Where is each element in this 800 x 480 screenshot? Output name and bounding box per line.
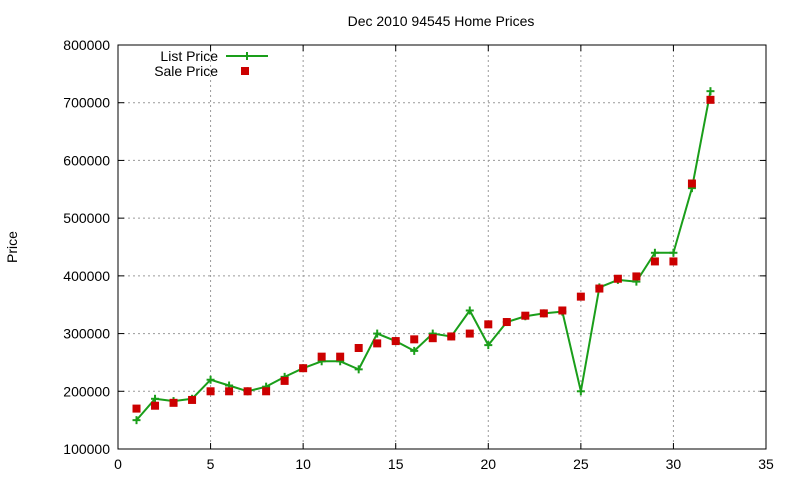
x-tick-label: 15 xyxy=(388,456,404,472)
y-tick-label: 200000 xyxy=(63,383,110,399)
sale-price-point xyxy=(243,387,252,396)
sale-price-point xyxy=(225,387,234,396)
sale-price-point xyxy=(188,395,197,404)
y-tick-label: 500000 xyxy=(63,210,110,226)
list-price-point xyxy=(650,248,659,257)
sale-price-point xyxy=(632,272,641,281)
sale-price-point xyxy=(354,344,363,352)
list-price-line xyxy=(135,90,712,421)
x-tick-label: 10 xyxy=(295,456,311,472)
list-price-point xyxy=(206,375,215,384)
sale-price-point xyxy=(558,306,567,315)
sale-price-point xyxy=(650,257,659,266)
y-tick-label: 800000 xyxy=(63,37,110,53)
y-tick-label: 300000 xyxy=(63,326,110,342)
grid xyxy=(118,45,766,449)
sale-price-point xyxy=(206,387,215,396)
sale-price-point xyxy=(539,309,548,318)
series xyxy=(132,87,715,425)
sale-price-point xyxy=(132,404,141,413)
x-tick-label: 5 xyxy=(207,456,215,472)
sale-price-point xyxy=(391,337,400,346)
sale-price-point xyxy=(373,339,382,348)
sale-price-point xyxy=(576,292,585,301)
sale-price-point xyxy=(613,274,622,283)
sale-price-point xyxy=(447,332,456,341)
list-price-point xyxy=(132,416,141,425)
list-price-point xyxy=(484,341,493,350)
legend-label-list-price: List Price xyxy=(160,48,218,64)
x-tick-label: 20 xyxy=(480,456,496,472)
y-tick-label: 700000 xyxy=(63,95,110,111)
x-tick-label: 0 xyxy=(114,456,122,472)
y-tick-label: 100000 xyxy=(63,441,110,457)
sale-price-point xyxy=(521,311,530,320)
sale-price-point xyxy=(299,364,308,373)
sale-price-point xyxy=(317,352,326,361)
x-tick-label: 25 xyxy=(573,456,589,472)
sale-price-point xyxy=(151,401,160,410)
list-price-point xyxy=(669,248,678,257)
list-price-point xyxy=(465,306,474,315)
sale-price-point xyxy=(410,335,419,344)
sale-price-point xyxy=(484,320,493,329)
y-tick-label: 600000 xyxy=(63,152,110,168)
sale-price-point xyxy=(669,257,678,266)
axis-ticks: 0 5 10 15 20 25 30 35 100000 200000 300000 400000 50… xyxy=(63,37,774,472)
legend-label-sale-price: Sale Price xyxy=(154,63,218,79)
chart-title: Dec 2010 94545 Home Prices xyxy=(348,13,535,29)
sale-price-point xyxy=(706,95,715,104)
sale-price-point xyxy=(687,179,696,188)
sale-price-point xyxy=(262,387,271,396)
sale-price-point xyxy=(280,376,289,385)
y-axis-label: Price xyxy=(4,231,20,263)
legend-swatch-sale-price xyxy=(241,67,249,75)
sale-price-point xyxy=(595,284,604,293)
x-tick-label: 30 xyxy=(666,456,682,472)
legend: List Price Sale Price xyxy=(154,48,268,79)
plot-frame xyxy=(117,44,767,450)
list-price-point xyxy=(373,329,382,338)
list-price-point xyxy=(354,365,363,374)
list-price-point xyxy=(706,87,715,96)
sale-price-point xyxy=(336,352,345,361)
sale-price-point xyxy=(502,318,511,327)
x-tick-label: 35 xyxy=(758,456,774,472)
list-price-point xyxy=(151,394,160,403)
y-tick-label: 400000 xyxy=(63,268,110,284)
sale-price-point xyxy=(428,334,437,343)
sale-price-point xyxy=(465,329,474,338)
sale-price-point xyxy=(169,398,178,407)
list-price-point xyxy=(410,346,419,355)
list-price-point xyxy=(576,387,585,396)
